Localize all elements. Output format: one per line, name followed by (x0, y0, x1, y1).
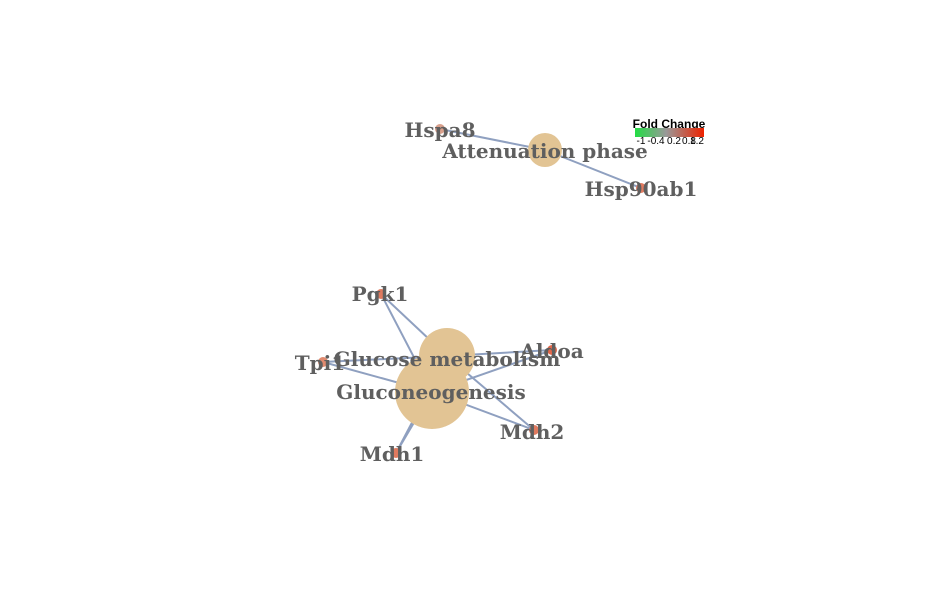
legend-color-bar (635, 128, 704, 137)
label-mdh1: Mdh1 (360, 442, 425, 466)
label-gluconeo: Gluconeogenesis (336, 380, 525, 404)
label-hsp90ab1: Hsp90ab1 (585, 177, 698, 201)
edge-attenuation-hsp90ab1 (544, 149, 642, 189)
gene-node-pgk1[interactable] (376, 289, 386, 299)
label-aldoa: Aldoa (519, 339, 583, 363)
legend-tick: 0.2 (667, 136, 681, 147)
legend-tick: 1.2 (690, 136, 704, 147)
label-tpi1: Tpi1 (295, 351, 345, 375)
edge-hspa8-attenuation (439, 128, 546, 151)
gene-node-hsp90ab1[interactable] (636, 183, 646, 193)
legend-tick: 0.8 (682, 136, 696, 147)
label-pgk1: Pgk1 (352, 282, 409, 306)
gene-node-hspa8[interactable] (435, 124, 445, 134)
gene-node-mdh1[interactable] (391, 448, 401, 458)
legend-title: Fold Change (633, 117, 706, 131)
gene-node-aldoa[interactable] (547, 345, 557, 355)
term-node-gluconeo[interactable] (395, 355, 469, 429)
term-nodes (395, 133, 562, 429)
gene-node-mdh2[interactable] (529, 425, 539, 435)
node-labels: Attenuation phase Glucose metabolism Glu… (295, 118, 698, 466)
gene-nodes (318, 124, 646, 458)
gene-node-tpi1[interactable] (318, 357, 328, 367)
term-node-attenuation[interactable] (528, 133, 562, 167)
fold-change-legend: Fold Change -1 -0.4 0.2 0.8 1.2 (633, 117, 706, 147)
legend-tick: -1 (637, 136, 646, 147)
label-attenuation: Attenuation phase (441, 139, 648, 163)
label-mdh2: Mdh2 (500, 420, 565, 444)
legend-tick: -0.4 (647, 136, 665, 147)
label-hspa8: Hspa8 (404, 118, 475, 142)
label-glucose: Glucose metabolism (334, 347, 561, 371)
